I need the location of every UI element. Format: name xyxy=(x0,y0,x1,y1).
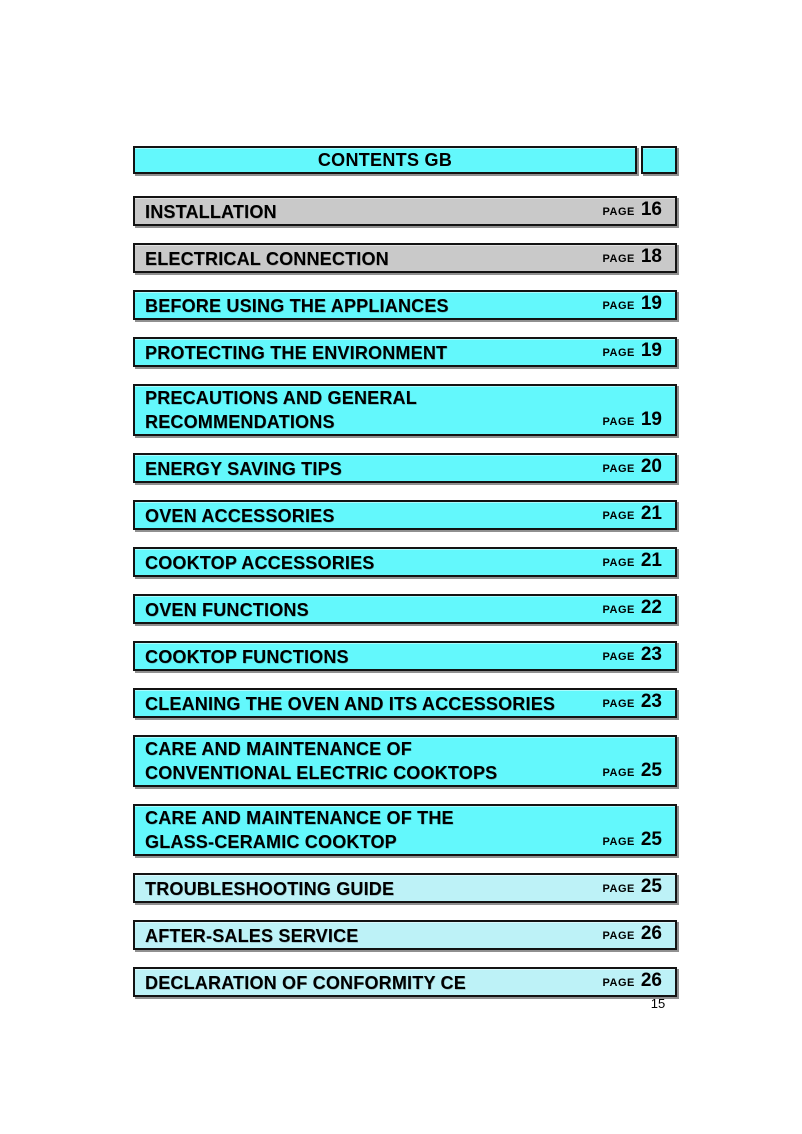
toc-entry-page: PAGE 19 xyxy=(595,339,663,365)
page-number-value: 25 xyxy=(640,876,662,897)
page-word-label: PAGE xyxy=(602,557,635,569)
toc-entry-title: BEFORE USING THE APPLIANCES xyxy=(145,296,449,316)
page-number-value: 21 xyxy=(640,550,662,571)
page-word-label: PAGE xyxy=(602,977,635,989)
toc-entry-page: PAGE 23 xyxy=(595,690,663,716)
toc-list: INSTALLATION PAGE 16 ELECTRICAL CONNECTI… xyxy=(133,196,677,997)
toc-entry: CARE AND MAINTENANCE OF THE GLASS-CERAMIC… xyxy=(133,804,677,856)
toc-entry-title: COOKTOP FUNCTIONS xyxy=(145,647,349,667)
page-word-label: PAGE xyxy=(602,510,635,522)
toc-entry-title: CARE AND MAINTENANCE OF CONVENTIONAL ELEC… xyxy=(145,739,498,783)
toc-entry-title: ELECTRICAL CONNECTION xyxy=(145,249,389,269)
page-number-value: 19 xyxy=(640,409,662,430)
toc-entry-page: PAGE 25 xyxy=(595,828,663,854)
toc-entry-title: INSTALLATION xyxy=(145,202,277,222)
page-number-value: 18 xyxy=(640,246,662,267)
page-word-label: PAGE xyxy=(602,767,635,779)
toc-entry-page: PAGE 20 xyxy=(595,455,663,481)
toc-entry: BEFORE USING THE APPLIANCES PAGE 19 xyxy=(133,290,677,320)
page-word-label: PAGE xyxy=(602,206,635,218)
toc-entry-page: PAGE 19 xyxy=(595,292,663,318)
page-word-label: PAGE xyxy=(602,347,635,359)
toc-entry: OVEN FUNCTIONS PAGE 22 xyxy=(133,594,677,624)
toc-entry-page: PAGE 21 xyxy=(595,549,663,575)
page-number-value: 21 xyxy=(640,503,662,524)
page-number-value: 20 xyxy=(640,456,662,477)
toc-entry: DECLARATION OF CONFORMITY CE PAGE 26 xyxy=(133,967,677,997)
page-number: 15 xyxy=(650,996,666,1011)
page-number-value: 19 xyxy=(640,293,662,314)
contents-area: CONTENTS GB INSTALLATION PAGE 16 ELECTRI… xyxy=(133,146,677,1014)
page-word-label: PAGE xyxy=(602,836,635,848)
page-number-value: 25 xyxy=(640,760,662,781)
toc-entry-title: COOKTOP ACCESSORIES xyxy=(145,553,375,573)
toc-entry-page: PAGE 16 xyxy=(595,198,663,224)
toc-entry-page: PAGE 26 xyxy=(595,922,663,948)
toc-entry-page: PAGE 18 xyxy=(595,245,663,271)
page-number-value: 19 xyxy=(640,340,662,361)
toc-entry-page: PAGE 23 xyxy=(595,643,663,669)
toc-entry: PRECAUTIONS AND GENERAL RECOMMENDATIONS P… xyxy=(133,384,677,436)
toc-entry: COOKTOP FUNCTIONS PAGE 23 xyxy=(133,641,677,671)
page-word-label: PAGE xyxy=(602,463,635,475)
page-word-label: PAGE xyxy=(602,698,635,710)
toc-entry-page: PAGE 22 xyxy=(595,596,663,622)
page-word-label: PAGE xyxy=(602,651,635,663)
toc-entry-title: CLEANING THE OVEN AND ITS ACCESSORIES xyxy=(145,694,556,714)
toc-entry-title: PROTECTING THE ENVIRONMENT xyxy=(145,343,448,363)
toc-entry: CARE AND MAINTENANCE OF CONVENTIONAL ELEC… xyxy=(133,735,677,787)
page-number-value: 23 xyxy=(640,691,662,712)
contents-title-bar: CONTENTS GB xyxy=(133,146,637,174)
toc-entry-title: ENERGY SAVING TIPS xyxy=(145,459,342,479)
toc-entry-page: PAGE 26 xyxy=(595,969,663,995)
page-number-value: 22 xyxy=(640,597,662,618)
toc-entry-page: PAGE 19 xyxy=(595,408,663,434)
toc-entry-page: PAGE 25 xyxy=(595,759,663,785)
page-word-label: PAGE xyxy=(602,253,635,265)
toc-entry-title: AFTER-SALES SERVICE xyxy=(145,926,359,946)
toc-entry-title: PRECAUTIONS AND GENERAL RECOMMENDATIONS xyxy=(145,388,417,432)
contents-title: CONTENTS GB xyxy=(317,149,453,170)
toc-entry-title: OVEN ACCESSORIES xyxy=(145,506,335,526)
toc-entry: PROTECTING THE ENVIRONMENT PAGE 19 xyxy=(133,337,677,367)
page-number-value: 26 xyxy=(640,923,662,944)
page-number-value: 26 xyxy=(640,970,662,991)
toc-entry-title: OVEN FUNCTIONS xyxy=(145,600,309,620)
toc-entry: INSTALLATION PAGE 16 xyxy=(133,196,677,226)
page-word-label: PAGE xyxy=(602,883,635,895)
toc-entry-title: TROUBLESHOOTING GUIDE xyxy=(145,879,395,899)
contents-header: CONTENTS GB xyxy=(133,146,677,174)
toc-entry: COOKTOP ACCESSORIES PAGE 21 xyxy=(133,547,677,577)
page-word-label: PAGE xyxy=(602,300,635,312)
toc-entry-title: DECLARATION OF CONFORMITY CE xyxy=(145,973,466,993)
contents-corner-box xyxy=(641,146,677,174)
toc-entry: CLEANING THE OVEN AND ITS ACCESSORIES PA… xyxy=(133,688,677,718)
toc-entry-page: PAGE 21 xyxy=(595,502,663,528)
toc-entry: ENERGY SAVING TIPS PAGE 20 xyxy=(133,453,677,483)
toc-entry: AFTER-SALES SERVICE PAGE 26 xyxy=(133,920,677,950)
toc-entry: TROUBLESHOOTING GUIDE PAGE 25 xyxy=(133,873,677,903)
page-word-label: PAGE xyxy=(602,930,635,942)
toc-entry: OVEN ACCESSORIES PAGE 21 xyxy=(133,500,677,530)
toc-entry-title: CARE AND MAINTENANCE OF THE GLASS-CERAMIC… xyxy=(145,808,454,852)
page-number-value: 25 xyxy=(640,829,662,850)
page-word-label: PAGE xyxy=(602,416,635,428)
toc-entry-page: PAGE 25 xyxy=(595,875,663,901)
page-word-label: PAGE xyxy=(602,604,635,616)
page-number-value: 23 xyxy=(640,644,662,665)
toc-entry: ELECTRICAL CONNECTION PAGE 18 xyxy=(133,243,677,273)
page-number-value: 16 xyxy=(640,199,662,220)
